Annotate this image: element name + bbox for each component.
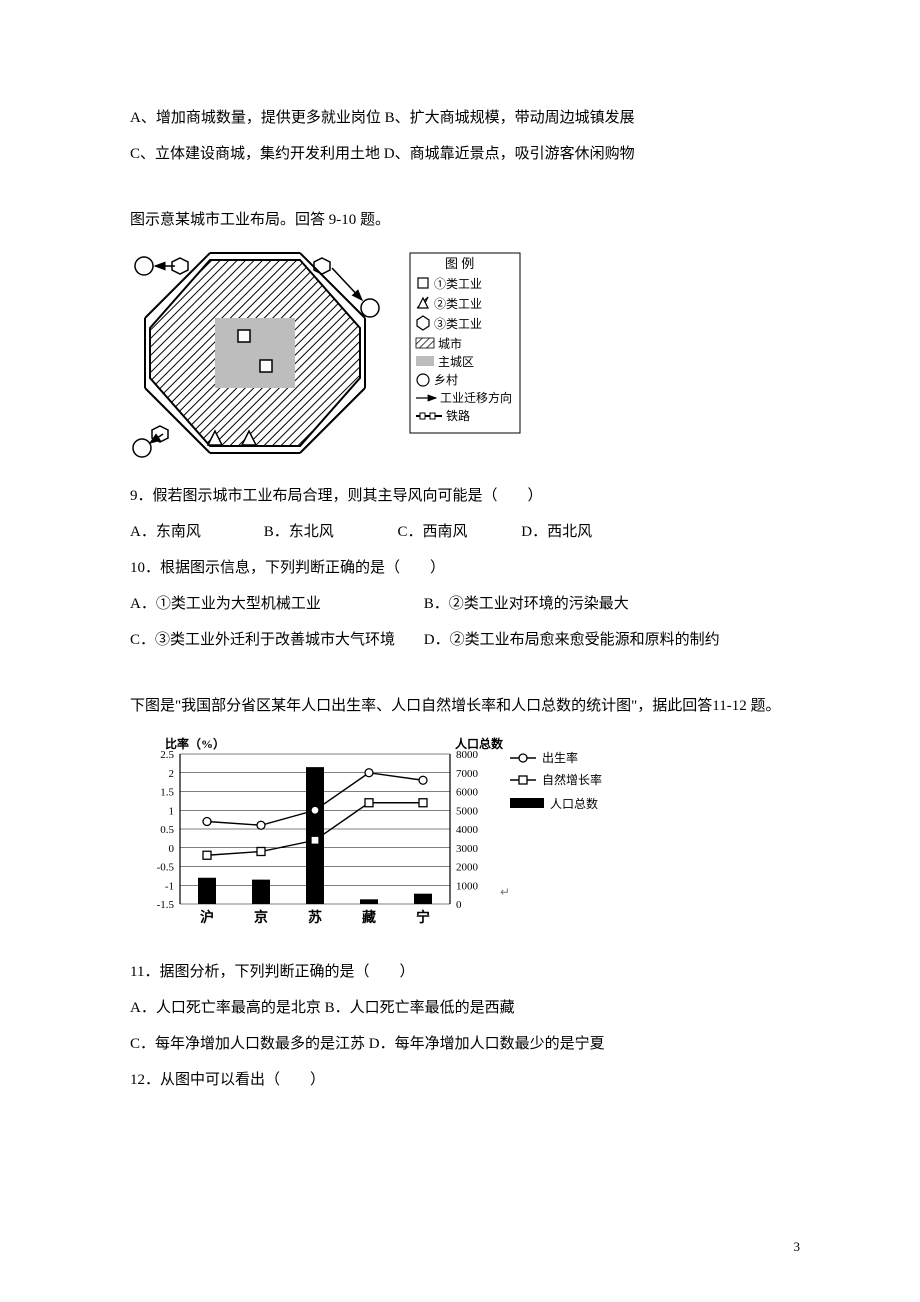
svg-text:0.5: 0.5 — [160, 824, 174, 836]
svg-text:6000: 6000 — [456, 787, 479, 799]
svg-text:-1: -1 — [165, 880, 174, 892]
q9-stem: 9．假若图示城市工业布局合理，则其主导风向可能是（ ） — [130, 478, 800, 514]
svg-text:人口总数: 人口总数 — [550, 796, 598, 811]
page-number: 3 — [794, 1231, 801, 1262]
q11-stem: 11．据图分析，下列判断正确的是（ ） — [130, 954, 800, 990]
svg-text:-1.5: -1.5 — [157, 899, 175, 911]
svg-text:②类工业: ②类工业 — [434, 297, 482, 311]
svg-text:4000: 4000 — [456, 824, 479, 836]
svg-text:1.5: 1.5 — [160, 787, 174, 799]
q11-options-ab: A．人口死亡率最高的是北京 B．人口死亡率最低的是西藏 — [130, 990, 800, 1026]
q10-stem: 10．根据图示信息，下列判断正确的是（ ） — [130, 550, 800, 586]
svg-text:0: 0 — [456, 899, 462, 911]
svg-text:8000: 8000 — [456, 749, 479, 761]
svg-text:①类工业: ①类工业 — [434, 277, 482, 291]
svg-text:比率（%）: 比率（%） — [165, 736, 225, 751]
legend-title: 图 例 — [445, 256, 474, 271]
svg-text:城市: 城市 — [438, 336, 462, 351]
fig2-intro: 下图是"我国部分省区某年人口出生率、人口自然增长率和人口总数的统计图"，据此回答… — [130, 688, 800, 724]
fig1-intro: 图示意某城市工业布局。回答 9-10 题。 — [130, 202, 800, 238]
svg-text:0: 0 — [169, 843, 175, 855]
svg-text:出生率: 出生率 — [542, 750, 578, 765]
svg-text:主城区: 主城区 — [438, 355, 474, 369]
svg-text:2: 2 — [169, 768, 175, 780]
top-options-cd: C、立体建设商城，集约开发利用土地 D、商城靠近景点，吸引游客休闲购物 — [130, 136, 800, 172]
svg-text:↵: ↵ — [500, 885, 510, 899]
q10-options-cd: C．③类工业外迁利于改善城市大气环境 D．②类工业布局愈来愈受能源和原料的制约 — [130, 622, 800, 658]
q10-options-ab: A．①类工业为大型机械工业 B．②类工业对环境的污染最大 — [130, 586, 800, 622]
svg-text:苏: 苏 — [308, 909, 322, 926]
svg-text:自然增长率: 自然增长率 — [542, 772, 602, 787]
svg-text:1000: 1000 — [456, 880, 479, 892]
top-options-ab: A、增加商城数量，提供更多就业岗位 B、扩大商城规模，带动周边城镇发展 — [130, 100, 800, 136]
svg-text:2000: 2000 — [456, 862, 479, 874]
q9-options: A．东南风 B．东北风 C．西南风 D．西北风 — [130, 514, 800, 550]
svg-text:乡村: 乡村 — [434, 373, 458, 387]
svg-text:1: 1 — [169, 805, 175, 817]
svg-text:京: 京 — [254, 909, 268, 926]
svg-text:宁: 宁 — [416, 909, 430, 926]
svg-text:③类工业: ③类工业 — [434, 317, 482, 331]
figure-population-chart: 比率（%） 人口总数 -1.5 -1 -0.5 0 0.5 1 1.5 2 2.5 0 1000 2000… — [130, 734, 800, 934]
svg-text:铁路: 铁路 — [446, 408, 470, 423]
svg-text:沪: 沪 — [200, 909, 214, 926]
svg-text:7000: 7000 — [456, 768, 479, 780]
svg-text:5000: 5000 — [456, 805, 479, 817]
svg-text:3000: 3000 — [456, 843, 479, 855]
svg-text:工业迁移方向: 工业迁移方向 — [440, 390, 512, 405]
svg-text:藏: 藏 — [362, 909, 376, 926]
q12-stem: 12．从图中可以看出（ ） — [130, 1062, 800, 1098]
figure-city-industry: 图 例 ①类工业 ②类工业 ③类工业 城市 主城区 乡村 工业迁移方向 — [130, 248, 800, 458]
svg-text:-0.5: -0.5 — [157, 862, 175, 874]
page: A、增加商城数量，提供更多就业岗位 B、扩大商城规模，带动周边城镇发展 C、立体… — [0, 0, 920, 1302]
q11-options-cd: C．每年净增加人口数最多的是江苏 D．每年净增加人口数最少的是宁夏 — [130, 1026, 800, 1062]
svg-text:2.5: 2.5 — [160, 749, 174, 761]
